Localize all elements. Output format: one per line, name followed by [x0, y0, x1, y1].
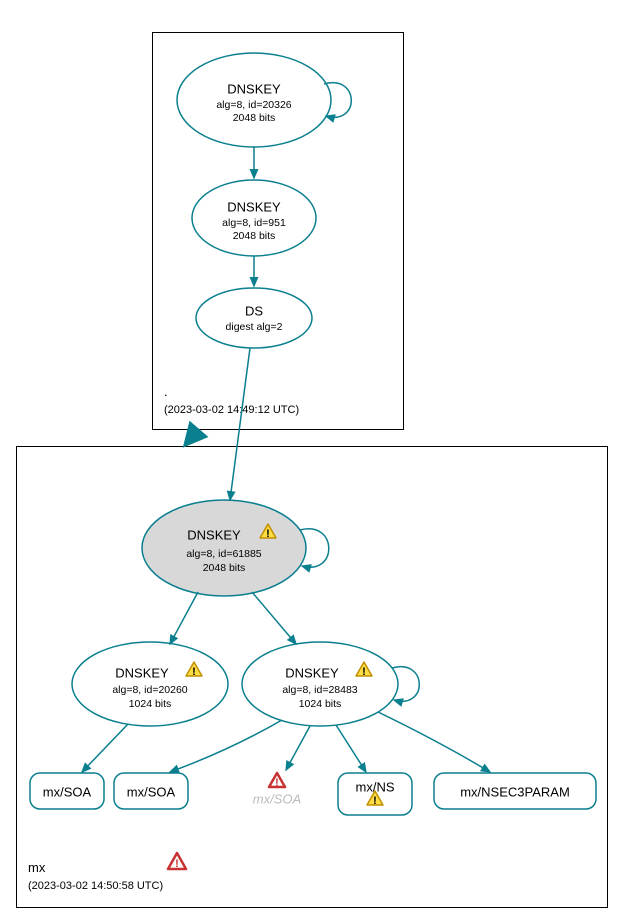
- rr-mx-soa-1: mx/SOA: [30, 773, 104, 809]
- edge-ds-to-mx-ksk: [230, 348, 250, 500]
- rr-mx-nsec3param: mx/NSEC3PARAM: [434, 773, 596, 809]
- rr-mx-soa-3: mx/SOA !: [253, 773, 301, 806]
- rr-mx-soa-1-label: mx/SOA: [43, 784, 92, 799]
- root-zsk-line3: 2048 bits: [233, 230, 276, 242]
- svg-text:!: !: [192, 666, 196, 678]
- edge-root-to-mx-zone: [186, 430, 198, 444]
- root-ksk-line2: alg=8, id=20326: [216, 99, 291, 111]
- rr-mx-ns: mx/NS !: [338, 773, 412, 815]
- edge-zsk2-to-ns: [336, 725, 366, 772]
- error-icon: !: [269, 773, 285, 789]
- rr-mx-soa-2: mx/SOA: [114, 773, 188, 809]
- rr-mx-nsec3param-label: mx/NSEC3PARAM: [460, 784, 570, 799]
- mx-ksk-line2: alg=8, id=61885: [186, 548, 261, 560]
- svg-text:!: !: [362, 666, 366, 678]
- edge-zsk1-to-soa1: [82, 724, 128, 772]
- node-root-ds: DS digest alg=2: [196, 288, 312, 348]
- edge-zsk2-to-soa3: [286, 726, 310, 770]
- mx-zsk1-line2: alg=8, id=20260: [112, 684, 187, 696]
- edge-mx-ksk-to-zsk2: [252, 592, 296, 644]
- root-ksk-title: DNSKEY: [227, 81, 281, 96]
- mx-ksk-line3: 2048 bits: [203, 562, 246, 574]
- svg-text:!: !: [266, 528, 270, 540]
- svg-text:!: !: [373, 795, 377, 807]
- svg-text:!: !: [175, 858, 179, 870]
- node-mx-zsk1: DNSKEY alg=8, id=20260 1024 bits !: [72, 642, 228, 726]
- mx-zsk1-line3: 1024 bits: [129, 698, 172, 710]
- node-mx-zsk2: DNSKEY alg=8, id=28483 1024 bits !: [242, 642, 398, 726]
- mx-zsk2-line2: alg=8, id=28483: [282, 684, 357, 696]
- mx-zsk2-title: DNSKEY: [285, 665, 339, 680]
- root-ksk-line3: 2048 bits: [233, 112, 276, 124]
- root-zsk-line2: alg=8, id=951: [222, 217, 286, 229]
- node-mx-ksk: DNSKEY alg=8, id=61885 2048 bits !: [142, 500, 306, 596]
- edge-zsk2-to-soa2: [170, 720, 282, 772]
- mx-zsk2-line3: 1024 bits: [299, 698, 342, 710]
- rr-mx-soa-3-label: mx/SOA: [253, 791, 301, 806]
- root-zsk-title: DNSKEY: [227, 199, 281, 214]
- edge-zsk2-to-nsec3param: [378, 712, 490, 772]
- mx-ksk-title: DNSKEY: [187, 527, 241, 542]
- node-root-zsk: DNSKEY alg=8, id=951 2048 bits: [192, 180, 316, 256]
- edge-mx-ksk-to-zsk1: [170, 592, 198, 644]
- node-root-ksk: DNSKEY alg=8, id=20326 2048 bits: [177, 53, 331, 147]
- error-icon: !: [168, 853, 186, 870]
- rr-mx-soa-2-label: mx/SOA: [127, 784, 176, 799]
- mx-zsk1-title: DNSKEY: [115, 665, 169, 680]
- root-ds-title: DS: [245, 303, 263, 318]
- root-ds-line2: digest alg=2: [226, 321, 283, 333]
- svg-text:!: !: [275, 777, 279, 789]
